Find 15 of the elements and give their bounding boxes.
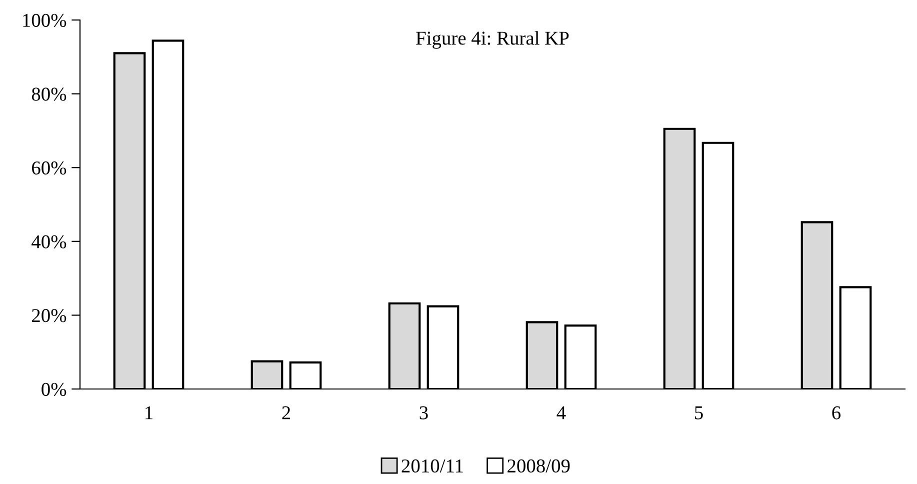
text: Figure 4i: Rural KP — [416, 31, 569, 49]
y-tick-label: 80% — [32, 88, 66, 101]
x-tick-label: 1 — [146, 406, 152, 420]
x-tick-label: 3 — [420, 406, 428, 420]
x-tick-label: 2 — [282, 406, 290, 420]
x-tick-label: 5 — [695, 406, 703, 420]
y-tick-label: 60% — [32, 161, 66, 175]
y-tick-label: 20% — [32, 309, 66, 322]
y-tick-label: 0% — [42, 382, 66, 396]
legend-label: 2008/09 — [508, 459, 570, 473]
legend-label: 2010/11 — [402, 459, 463, 473]
y-tick-label: 40% — [32, 235, 66, 248]
x-tick-label: 4 — [556, 406, 566, 420]
y-tick-label: 100% — [23, 14, 66, 27]
x-tick-label: 6 — [832, 406, 841, 420]
